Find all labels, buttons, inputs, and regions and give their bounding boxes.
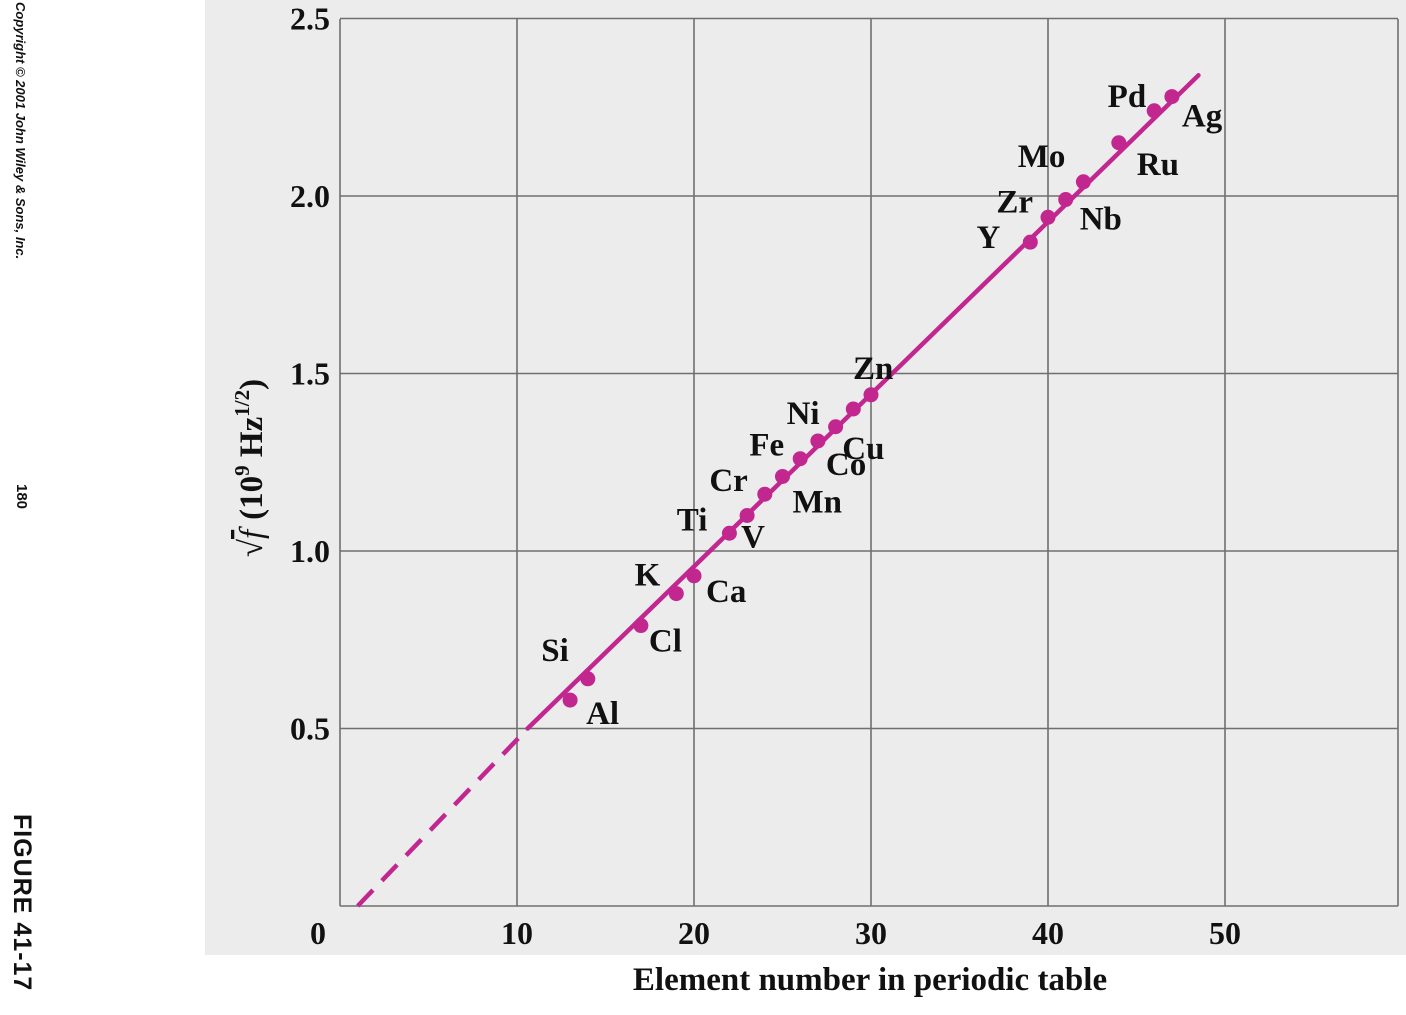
point-label-zr: Zr: [996, 184, 1033, 220]
ylabel-exp2: 1/2: [230, 390, 254, 417]
point-label-y: Y: [976, 220, 1000, 256]
data-point-y: [1022, 234, 1038, 250]
data-point-fe: [792, 451, 808, 467]
svg-text:√f(109 Hz1/2): √f(109 Hz1/2): [230, 379, 270, 557]
point-label-ru: Ru: [1137, 147, 1179, 183]
point-label-cr: Cr: [709, 463, 747, 499]
y-axis-label: √f(109 Hz1/2): [230, 379, 270, 557]
data-point-ti: [721, 525, 737, 541]
point-label-ti: Ti: [677, 502, 708, 538]
point-label-ag: Ag: [1182, 99, 1223, 135]
data-point-mn: [775, 468, 790, 484]
point-label-fe: Fe: [749, 428, 784, 464]
point-label-k: K: [635, 558, 661, 594]
data-point-nb: [1058, 192, 1074, 208]
point-label-cu: Cu: [842, 431, 884, 467]
ylabel-open: (10: [234, 476, 270, 520]
x-tick-labels: 0 10 20 30 40 50: [310, 915, 1241, 951]
data-point-zn: [863, 387, 879, 403]
x-tick-label: 50: [1209, 915, 1241, 951]
point-label-v: V: [741, 520, 765, 556]
ylabel-root: √: [234, 538, 270, 557]
data-point-zr: [1040, 209, 1056, 225]
data-point-ca: [686, 568, 702, 584]
data-point-ag: [1164, 89, 1180, 105]
point-label-al: Al: [586, 696, 619, 732]
y-tick-label: 2.0: [290, 178, 330, 214]
y-tick-label: 0.5: [290, 711, 330, 747]
data-point-al: [562, 692, 578, 708]
point-label-mn: Mn: [793, 484, 843, 520]
x-tick-label: 40: [1032, 915, 1064, 951]
ylabel-exp1: 9: [230, 465, 254, 476]
y-tick-label: 2.5: [290, 1, 330, 37]
y-tick-labels: 0.5 1.0 1.5 2.0 2.5: [290, 1, 330, 747]
data-points: [562, 89, 1180, 708]
x-tick-label: 30: [855, 915, 887, 951]
point-label-pd: Pd: [1108, 79, 1147, 115]
data-point-v: [739, 508, 755, 523]
fit-line-dashed-extrapolation: [356, 726, 530, 908]
data-point-pd: [1146, 103, 1162, 119]
data-point-co: [810, 433, 826, 449]
data-point-cr: [757, 486, 773, 502]
ylabel-unit: Hz: [234, 417, 270, 466]
x-tick-label: 20: [678, 915, 710, 951]
x-tick-label: 0: [310, 915, 326, 951]
data-point-ni: [828, 419, 844, 435]
data-point-si: [580, 671, 596, 687]
data-point-cl: [633, 618, 649, 634]
point-label-zn: Zn: [853, 351, 893, 387]
point-label-mo: Mo: [1018, 139, 1066, 175]
point-label-nb: Nb: [1080, 202, 1122, 238]
data-point-cu: [845, 401, 861, 417]
x-axis-label: Element number in periodic table: [633, 962, 1107, 998]
y-tick-label: 1.5: [290, 356, 330, 392]
point-label-si: Si: [541, 633, 569, 669]
ylabel-close: ): [234, 379, 270, 390]
data-point-k: [668, 586, 684, 602]
y-tick-label: 1.0: [290, 533, 330, 569]
plot-background: [205, 0, 1406, 955]
grid: [339, 17, 1399, 907]
point-label-cl: Cl: [649, 624, 682, 660]
data-point-mo: [1075, 174, 1091, 190]
point-label-co: Co: [826, 447, 866, 483]
data-point-ru: [1111, 135, 1127, 151]
x-tick-label: 10: [501, 915, 533, 951]
point-label-ca: Ca: [706, 574, 746, 610]
point-label-ni: Ni: [787, 396, 820, 432]
